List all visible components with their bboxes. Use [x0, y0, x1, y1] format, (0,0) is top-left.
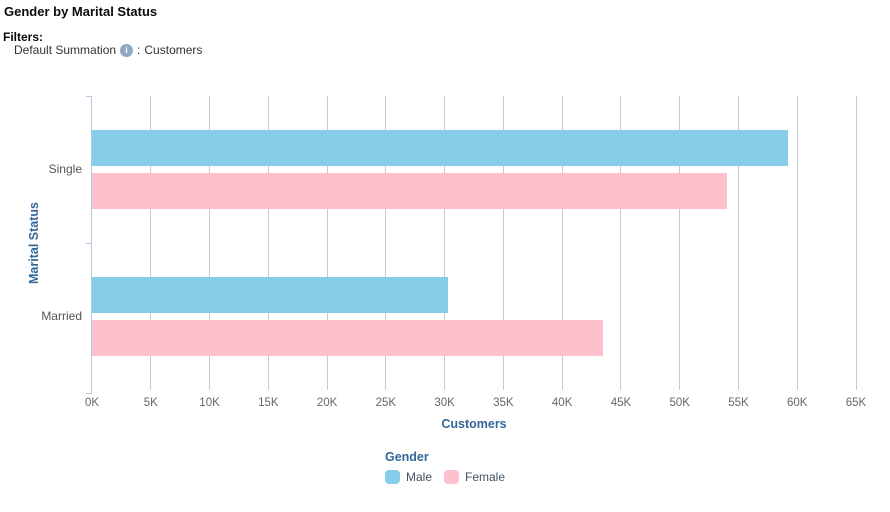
y-axis-tick: [86, 243, 91, 244]
x-tick-label: 45K: [610, 397, 632, 409]
x-tick-label: 30K: [434, 397, 455, 409]
legend-swatch-female: [444, 470, 459, 484]
gridline: [267, 96, 269, 390]
y-axis-line: [91, 96, 92, 394]
gridline: [385, 96, 387, 390]
bar-married-female[interactable]: [92, 320, 603, 356]
gridline: [737, 96, 739, 390]
legend-item-male[interactable]: Male: [384, 470, 432, 484]
gridline: [855, 96, 857, 390]
x-tick-label: 60K: [786, 397, 808, 409]
x-tick-label: 25K: [375, 397, 397, 409]
gridline: [620, 96, 622, 390]
gridline: [150, 96, 152, 390]
x-tick-label: 20K: [316, 397, 338, 409]
y-axis-title: Marital Status: [27, 202, 41, 284]
bar-single-female[interactable]: [92, 173, 727, 209]
x-tick-label: 65K: [845, 397, 867, 409]
x-tick-label: 40K: [551, 397, 573, 409]
gridline: [561, 96, 563, 390]
y-tick-label-married: Married: [41, 309, 82, 323]
y-axis-tick: [86, 96, 91, 97]
gridline: [209, 96, 211, 390]
x-tick-label: 0K: [84, 397, 100, 409]
x-axis-title: Customers: [441, 417, 507, 431]
page-title: Gender by Marital Status: [4, 4, 158, 19]
info-icon[interactable]: i: [120, 43, 134, 57]
legend-label: Male: [405, 470, 432, 484]
filters-label: Filters:: [3, 30, 44, 44]
bar-single-male[interactable]: [92, 130, 788, 166]
x-tick-label: 50K: [669, 397, 690, 409]
filter-value: Customers: [144, 43, 203, 57]
gridline: [444, 96, 446, 390]
x-tick-label: 10K: [199, 397, 220, 409]
legend-title: Gender: [384, 450, 429, 464]
x-tick-label: 5K: [143, 397, 158, 409]
gridline: [326, 96, 328, 390]
plot-area: 0K 5K 10K 15K 20K 25K 30K 35K 40K 45K 50K 55K 60K 65K…: [41, 96, 866, 409]
y-axis-tick: [86, 393, 91, 394]
x-tick-label: 15K: [258, 397, 279, 409]
x-tick-label: 35K: [493, 397, 514, 409]
filter-separator: :: [137, 43, 141, 57]
filter-name: Default Summation: [14, 43, 117, 57]
gridline: [679, 96, 681, 390]
legend-swatch-male: [384, 470, 400, 484]
filter-item: Default Summation i : Customers: [14, 43, 202, 57]
gridline: [796, 96, 798, 390]
bar-married-male[interactable]: [92, 277, 448, 313]
legend: Gender Male Female: [0, 450, 890, 484]
legend-label: Female: [465, 470, 506, 484]
x-tick-label: 55K: [728, 397, 749, 409]
legend-item-female[interactable]: Female: [444, 470, 505, 484]
y-tick-label-single: Single: [48, 162, 82, 176]
gridline: [502, 96, 504, 390]
